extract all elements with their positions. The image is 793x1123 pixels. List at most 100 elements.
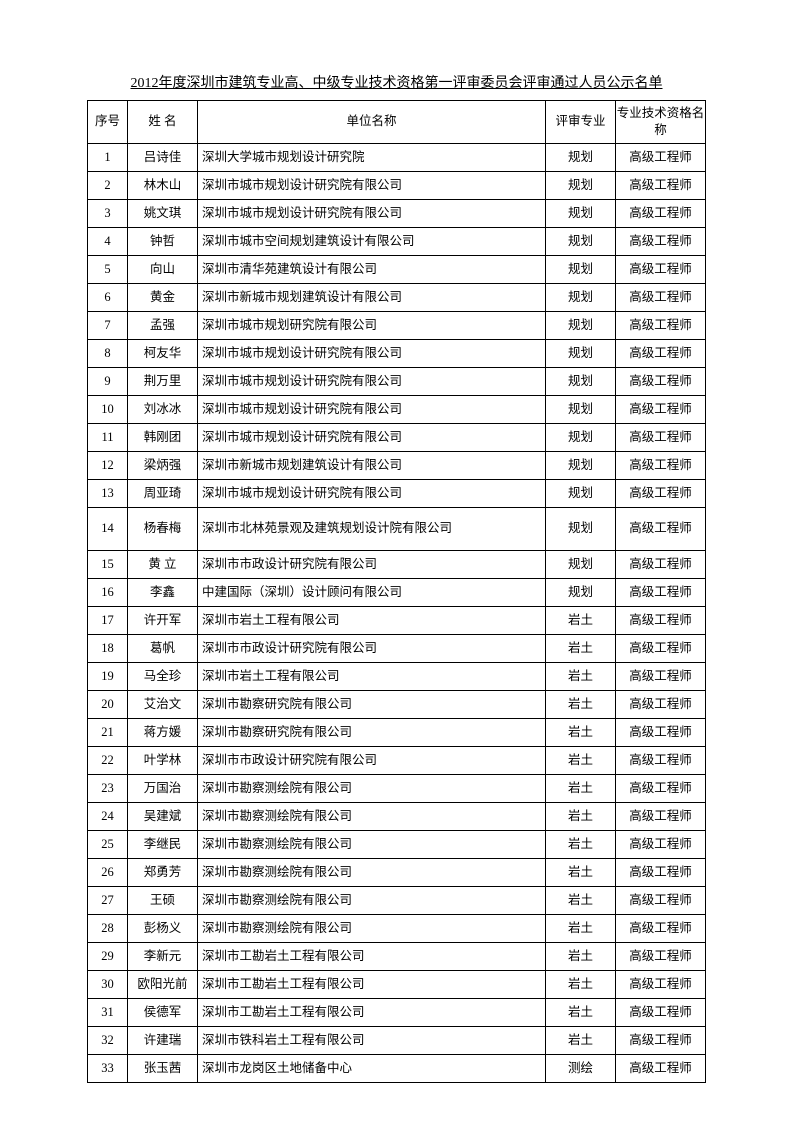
table-row: 9荆万里深圳市城市规划设计研究院有限公司规划高级工程师 (88, 368, 706, 396)
cell-name: 荆万里 (128, 368, 198, 396)
cell-unit: 深圳市城市规划研究院有限公司 (198, 312, 546, 340)
cell-pro-title: 高级工程师 (616, 452, 706, 480)
cell-name: 韩刚团 (128, 424, 198, 452)
cell-name: 许开军 (128, 607, 198, 635)
cell-seq: 18 (88, 635, 128, 663)
cell-seq: 25 (88, 831, 128, 859)
table-row: 10刘冰冰深圳市城市规划设计研究院有限公司规划高级工程师 (88, 396, 706, 424)
cell-name: 刘冰冰 (128, 396, 198, 424)
table-row: 23万国治深圳市勘察测绘院有限公司岩土高级工程师 (88, 775, 706, 803)
cell-specialty: 规划 (546, 551, 616, 579)
cell-specialty: 岩土 (546, 943, 616, 971)
cell-name: 李鑫 (128, 579, 198, 607)
cell-seq: 10 (88, 396, 128, 424)
cell-specialty: 岩土 (546, 775, 616, 803)
col-unit: 单位名称 (198, 101, 546, 144)
cell-name: 万国治 (128, 775, 198, 803)
cell-pro-title: 高级工程师 (616, 551, 706, 579)
cell-specialty: 规划 (546, 396, 616, 424)
table-row: 25李继民深圳市勘察测绘院有限公司岩土高级工程师 (88, 831, 706, 859)
table-row: 21蒋方媛深圳市勘察研究院有限公司岩土高级工程师 (88, 719, 706, 747)
cell-unit: 深圳市勘察测绘院有限公司 (198, 775, 546, 803)
cell-unit: 中建国际（深圳）设计顾问有限公司 (198, 579, 546, 607)
cell-seq: 13 (88, 480, 128, 508)
cell-specialty: 规划 (546, 368, 616, 396)
cell-seq: 14 (88, 508, 128, 551)
cell-pro-title: 高级工程师 (616, 480, 706, 508)
table-row: 32许建瑞深圳市铁科岩土工程有限公司岩土高级工程师 (88, 1027, 706, 1055)
cell-specialty: 岩土 (546, 635, 616, 663)
cell-specialty: 岩土 (546, 747, 616, 775)
cell-seq: 29 (88, 943, 128, 971)
cell-specialty: 规划 (546, 228, 616, 256)
cell-unit: 深圳市城市规划设计研究院有限公司 (198, 424, 546, 452)
cell-pro-title: 高级工程师 (616, 200, 706, 228)
cell-name: 许建瑞 (128, 1027, 198, 1055)
cell-unit: 深圳市新城市规划建筑设计有限公司 (198, 452, 546, 480)
cell-unit: 深圳市工勘岩土工程有限公司 (198, 999, 546, 1027)
cell-specialty: 岩土 (546, 719, 616, 747)
cell-unit: 深圳市勘察研究院有限公司 (198, 719, 546, 747)
cell-unit: 深圳市城市规划设计研究院有限公司 (198, 480, 546, 508)
cell-specialty: 岩土 (546, 831, 616, 859)
table-row: 18葛帆深圳市市政设计研究院有限公司岩土高级工程师 (88, 635, 706, 663)
cell-name: 周亚琦 (128, 480, 198, 508)
cell-seq: 16 (88, 579, 128, 607)
cell-unit: 深圳市勘察测绘院有限公司 (198, 859, 546, 887)
cell-seq: 2 (88, 172, 128, 200)
cell-seq: 1 (88, 144, 128, 172)
cell-name: 黄金 (128, 284, 198, 312)
table-row: 13周亚琦深圳市城市规划设计研究院有限公司规划高级工程师 (88, 480, 706, 508)
table-row: 28彭杨义深圳市勘察测绘院有限公司岩土高级工程师 (88, 915, 706, 943)
cell-specialty: 规划 (546, 200, 616, 228)
cell-seq: 28 (88, 915, 128, 943)
table-row: 5向山深圳市清华苑建筑设计有限公司规划高级工程师 (88, 256, 706, 284)
page-title: 2012年度深圳市建筑专业高、中级专业技术资格第一评审委员会评审通过人员公示名单 (87, 72, 706, 92)
cell-specialty: 规划 (546, 284, 616, 312)
cell-specialty: 规划 (546, 172, 616, 200)
cell-seq: 4 (88, 228, 128, 256)
cell-pro-title: 高级工程师 (616, 396, 706, 424)
cell-unit: 深圳市工勘岩土工程有限公司 (198, 943, 546, 971)
table-row: 24吴建斌深圳市勘察测绘院有限公司岩土高级工程师 (88, 803, 706, 831)
cell-pro-title: 高级工程师 (616, 312, 706, 340)
cell-pro-title: 高级工程师 (616, 859, 706, 887)
cell-unit: 深圳市勘察测绘院有限公司 (198, 831, 546, 859)
cell-pro-title: 高级工程师 (616, 719, 706, 747)
table-row: 17许开军深圳市岩土工程有限公司岩土高级工程师 (88, 607, 706, 635)
cell-specialty: 岩土 (546, 803, 616, 831)
cell-unit: 深圳市市政设计研究院有限公司 (198, 635, 546, 663)
table-header-row: 序号 姓 名 单位名称 评审专业 专业技术资格名称 (88, 101, 706, 144)
cell-pro-title: 高级工程师 (616, 424, 706, 452)
cell-seq: 15 (88, 551, 128, 579)
cell-specialty: 规划 (546, 579, 616, 607)
cell-specialty: 规划 (546, 144, 616, 172)
cell-name: 张玉茜 (128, 1055, 198, 1083)
cell-specialty: 岩土 (546, 915, 616, 943)
cell-unit: 深圳市清华苑建筑设计有限公司 (198, 256, 546, 284)
cell-seq: 32 (88, 1027, 128, 1055)
cell-specialty: 岩土 (546, 607, 616, 635)
table-row: 27王硕深圳市勘察测绘院有限公司岩土高级工程师 (88, 887, 706, 915)
table-row: 19马全珍深圳市岩土工程有限公司岩土高级工程师 (88, 663, 706, 691)
cell-unit: 深圳市铁科岩土工程有限公司 (198, 1027, 546, 1055)
table-row: 1吕诗佳深圳大学城市规划设计研究院规划高级工程师 (88, 144, 706, 172)
cell-name: 吕诗佳 (128, 144, 198, 172)
cell-unit: 深圳市城市规划设计研究院有限公司 (198, 172, 546, 200)
cell-specialty: 岩土 (546, 999, 616, 1027)
cell-pro-title: 高级工程师 (616, 340, 706, 368)
cell-specialty: 规划 (546, 312, 616, 340)
col-name: 姓 名 (128, 101, 198, 144)
cell-unit: 深圳市龙岗区土地储备中心 (198, 1055, 546, 1083)
cell-specialty: 岩土 (546, 859, 616, 887)
cell-name: 孟强 (128, 312, 198, 340)
cell-name: 蒋方媛 (128, 719, 198, 747)
cell-seq: 24 (88, 803, 128, 831)
cell-pro-title: 高级工程师 (616, 144, 706, 172)
cell-pro-title: 高级工程师 (616, 943, 706, 971)
cell-pro-title: 高级工程师 (616, 579, 706, 607)
cell-pro-title: 高级工程师 (616, 803, 706, 831)
cell-name: 李继民 (128, 831, 198, 859)
cell-unit: 深圳市城市空间规划建筑设计有限公司 (198, 228, 546, 256)
cell-unit: 深圳市市政设计研究院有限公司 (198, 747, 546, 775)
